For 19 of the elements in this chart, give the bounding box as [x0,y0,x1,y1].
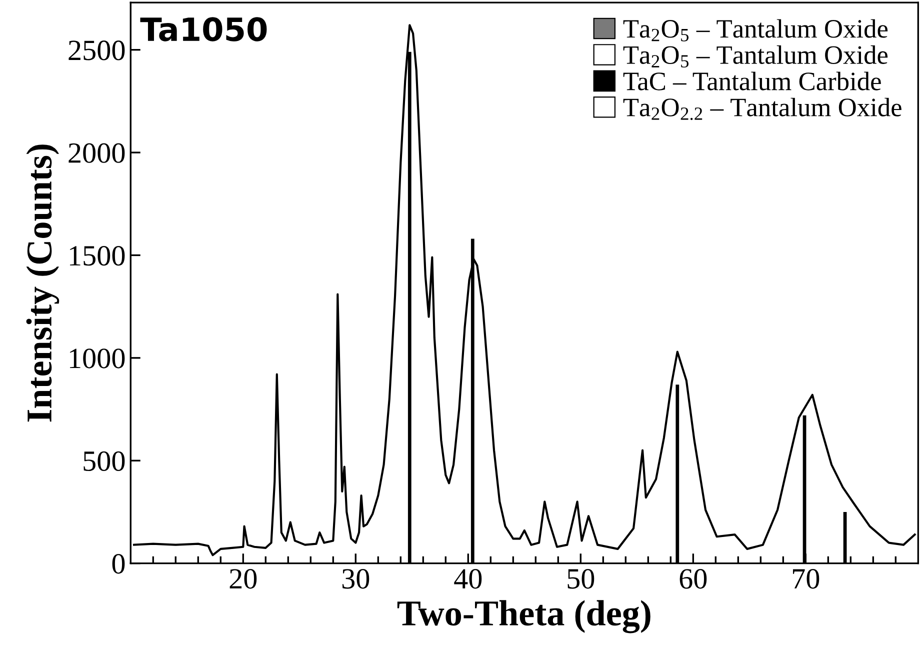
y-tick-label: 1500 [70,246,125,266]
x-tick-label: 50 [568,569,594,589]
y-tick-label: 1000 [70,348,125,368]
y-tick-label: 0 [112,554,125,574]
y-tick-label: 2000 [68,143,125,163]
legend-label: Ta$_{2}$O$_{5}$ – Tantalum Oxide [623,19,888,42]
y-tick-label: 2500 [68,40,125,60]
annotation: Ta1050 [140,17,267,42]
x-tick-label: 20 [230,569,257,589]
y-axis-title: Intensity (Counts) [26,144,60,422]
y-tick-label: 500 [84,451,125,472]
x-tick-label: 30 [342,569,370,589]
x-tick-label: 40 [454,569,482,589]
legend-label: Ta$_{2}$O$_{5}$ – Tantalum Oxide [623,45,888,68]
legend-label: TaC – Tantalum Carbide [623,72,881,90]
x-tick-label: 70 [792,569,820,589]
x-tick-label: 60 [680,569,707,589]
legend-label: Ta$_{2}$O$_{2.2}$ – Tantalum Oxide [623,98,902,120]
x-axis-title: Two-Theta (deg) [397,600,650,634]
